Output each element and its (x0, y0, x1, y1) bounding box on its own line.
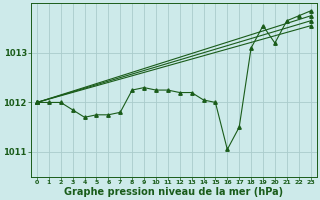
X-axis label: Graphe pression niveau de la mer (hPa): Graphe pression niveau de la mer (hPa) (64, 187, 283, 197)
